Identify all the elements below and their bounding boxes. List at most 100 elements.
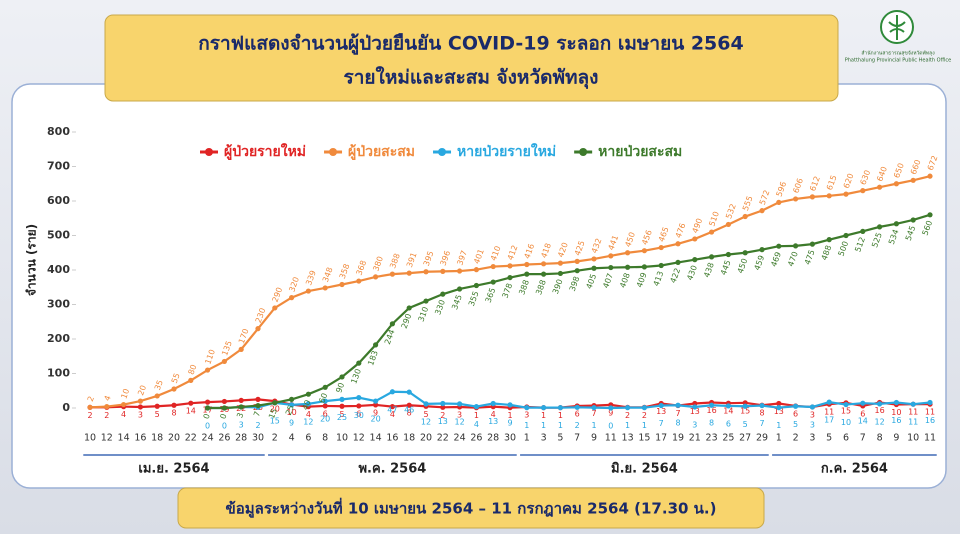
- point: [860, 188, 866, 194]
- data-label: 35: [153, 379, 165, 392]
- point: [339, 281, 345, 288]
- y-tick-label: 800: [47, 125, 70, 138]
- data-label: 11: [908, 408, 918, 417]
- data-label: 15: [267, 407, 279, 420]
- data-label: 8: [759, 409, 764, 418]
- point: [356, 395, 362, 401]
- data-label: 3: [810, 410, 815, 419]
- x-tick-label: 22: [437, 433, 449, 444]
- x-tick-label: 26: [470, 433, 482, 444]
- x-tick-label: 15: [638, 433, 650, 444]
- point: [373, 398, 379, 404]
- point: [473, 404, 479, 410]
- data-label: 5: [423, 410, 428, 419]
- point: [406, 270, 412, 276]
- data-label: 12: [455, 417, 465, 426]
- point: [608, 264, 614, 271]
- y-tick-label: 0: [62, 401, 70, 414]
- point: [305, 401, 311, 407]
- point: [322, 403, 328, 409]
- data-label: 3: [810, 420, 815, 429]
- point: [641, 405, 648, 411]
- data-label: 5: [793, 420, 798, 429]
- logo-name-th: สำนักงานสาธารณสุขจังหวัดพัทลุง: [861, 51, 935, 57]
- point: [255, 396, 261, 402]
- y-tick-label: 600: [47, 194, 70, 207]
- point: [843, 232, 849, 239]
- x-tick-label: 8: [877, 433, 883, 444]
- x-tick-label: 10: [84, 433, 96, 444]
- data-label: 8: [675, 419, 680, 428]
- data-label: 13: [488, 417, 498, 426]
- point: [826, 193, 832, 199]
- logo: สำนักงานสาธารณสุขจังหวัดพัทลุง Phatthalu…: [845, 10, 952, 64]
- x-tick-label: 3: [541, 433, 547, 444]
- point: [289, 396, 295, 402]
- point: [910, 177, 916, 183]
- data-label: 10: [841, 418, 851, 427]
- point: [541, 405, 547, 411]
- data-label: 13: [438, 417, 448, 426]
- x-tick-label: 16: [134, 433, 146, 444]
- x-tick-label: 5: [826, 433, 832, 444]
- point: [373, 402, 379, 408]
- legend-marker: [205, 148, 213, 156]
- x-tick-label: 18: [403, 433, 415, 444]
- point: [171, 402, 177, 408]
- data-label: 9: [289, 418, 294, 427]
- point: [104, 404, 110, 410]
- point: [557, 405, 564, 411]
- point: [860, 228, 866, 234]
- month-label: มิ.ย. 2564: [611, 462, 678, 477]
- point: [557, 260, 564, 266]
- data-label: 11: [908, 418, 918, 427]
- logo-name-en: Phatthalung Provincial Public Health Off…: [845, 58, 952, 64]
- point: [356, 403, 362, 409]
- point: [188, 377, 194, 383]
- point: [877, 224, 883, 230]
- data-label: 1: [524, 421, 529, 430]
- point: [339, 403, 345, 409]
- point: [305, 391, 311, 397]
- title-box: [104, 14, 839, 102]
- point: [793, 196, 799, 202]
- point: [507, 274, 513, 281]
- point: [793, 403, 799, 409]
- point: [927, 212, 933, 218]
- data-label: 3: [138, 410, 143, 419]
- point: [221, 405, 227, 411]
- data-label: 13: [690, 407, 700, 416]
- data-label: 3: [692, 420, 697, 429]
- data-label: 14: [858, 417, 868, 426]
- point: [423, 269, 429, 275]
- data-label: 4: [491, 410, 496, 419]
- point: [322, 285, 328, 291]
- data-label: 60: [317, 392, 329, 405]
- point: [373, 274, 379, 280]
- data-label: 5: [339, 410, 344, 419]
- data-label: 1: [591, 421, 596, 430]
- point: [843, 191, 849, 197]
- point: [625, 250, 631, 256]
- data-label: 5: [743, 420, 748, 429]
- point: [188, 400, 194, 406]
- point: [255, 326, 261, 332]
- data-label: 90: [334, 381, 346, 394]
- point: [238, 404, 244, 410]
- x-tick-label: 12: [101, 433, 113, 444]
- x-tick-label: 20: [420, 433, 432, 444]
- series-line: [207, 213, 931, 410]
- x-tick-label: 14: [118, 433, 130, 444]
- point: [893, 181, 900, 187]
- point: [692, 236, 698, 242]
- data-label: 4: [474, 420, 479, 429]
- point: [289, 295, 295, 301]
- y-tick-label: 200: [47, 332, 70, 345]
- point: [776, 199, 782, 205]
- legend-marker: [438, 148, 447, 156]
- data-label: 11: [824, 408, 834, 417]
- data-label: 10: [287, 408, 297, 417]
- point: [137, 398, 143, 404]
- point: [608, 405, 614, 411]
- data-label: 8: [171, 409, 176, 418]
